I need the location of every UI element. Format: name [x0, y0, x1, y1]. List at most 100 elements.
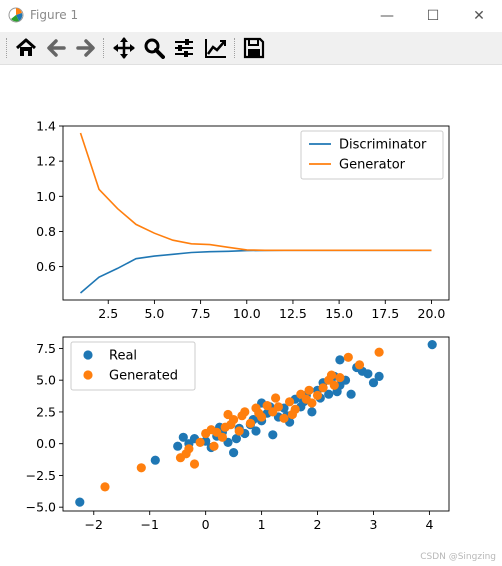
- x-tick-label: 0: [202, 517, 210, 532]
- y-tick-label: 1.0: [36, 189, 56, 204]
- zoom-button[interactable]: [142, 36, 166, 60]
- close-button[interactable]: ✕: [456, 0, 502, 32]
- close-icon: ✕: [473, 8, 485, 24]
- scatter-point: [287, 409, 297, 420]
- x-tick-label: 15.0: [325, 306, 353, 321]
- scatter-point: [273, 402, 283, 412]
- scatter-point: [262, 401, 272, 411]
- back-button[interactable]: [44, 36, 68, 60]
- x-tick-label: 2.5: [98, 306, 118, 321]
- scatter-point: [279, 413, 289, 423]
- y-tick-label: 7.5: [36, 341, 56, 356]
- y-tick-label: 0.6: [36, 259, 56, 274]
- x-tick-label: 10.0: [233, 306, 261, 321]
- scatter-point: [307, 398, 317, 408]
- x-tick-label: −1: [140, 517, 158, 532]
- scatter-point: [251, 426, 261, 436]
- legend-box: [70, 341, 196, 391]
- y-tick-label: 0.0: [36, 436, 56, 451]
- legend-label: Discriminator: [339, 138, 427, 153]
- scatter-point: [212, 427, 222, 437]
- y-tick-label: 1.2: [36, 154, 56, 169]
- y-tick-label: 1.4: [36, 119, 56, 134]
- scatter-point: [237, 411, 247, 421]
- scatter-point: [335, 355, 345, 365]
- legend: Real Generated: [70, 341, 196, 391]
- x-tick-label: 3: [370, 517, 378, 532]
- x-tick-label: 4: [425, 517, 433, 532]
- y-tick-label: −2.5: [26, 468, 56, 483]
- scatter-point: [245, 418, 255, 428]
- scatter-point: [368, 378, 379, 388]
- legend-marker-swatch: [83, 350, 93, 360]
- scatter-point: [354, 360, 365, 370]
- y-tick-label: 2.5: [36, 404, 56, 419]
- scatter-point: [346, 389, 356, 399]
- scatter-point: [343, 352, 353, 362]
- scatter-point: [329, 380, 339, 390]
- scatter-point: [318, 383, 328, 393]
- scatter-point: [173, 441, 183, 451]
- maximize-button[interactable]: ☐: [410, 0, 456, 32]
- x-tick-label: 5.0: [144, 306, 164, 321]
- scatter-point: [226, 420, 236, 430]
- x-tick-label: 12.5: [279, 306, 307, 321]
- save-button[interactable]: [242, 36, 266, 60]
- back-icon: [47, 39, 66, 57]
- scatter-point: [304, 385, 314, 395]
- scatter-point: [268, 430, 278, 440]
- y-tick-label: 5.0: [36, 373, 56, 388]
- matplotlib-app-icon: [8, 7, 24, 23]
- scatter-point: [231, 434, 241, 444]
- window-titlebar: Figure 1 — ☐ ✕: [0, 0, 502, 32]
- scatter-axes: −2 −1 0 1 2 3 4 −5.0 −2.5 0.0 2.5 5.0 7.5 Real Generat…: [26, 336, 450, 532]
- scatter-point: [324, 389, 334, 399]
- toolbar-separator: [234, 38, 236, 58]
- forward-button[interactable]: [74, 36, 98, 60]
- legend-label: Generated: [109, 369, 178, 384]
- scatter-point: [374, 371, 384, 381]
- edit-axis-icon: [205, 39, 226, 58]
- minimize-button[interactable]: —: [364, 0, 410, 32]
- x-tick-label: 1: [258, 517, 266, 532]
- scatter-point: [271, 393, 281, 403]
- scatter-point: [136, 463, 146, 473]
- scatter-point: [234, 426, 244, 436]
- legend: Discriminator Generator: [300, 130, 444, 180]
- pan-button[interactable]: [112, 36, 136, 60]
- zoom-icon: [144, 38, 165, 59]
- series-line-1: [79, 132, 432, 252]
- edit-axis-button[interactable]: [204, 36, 228, 60]
- y-tick-label: 0.8: [36, 224, 56, 239]
- watermark: CSDN @Singzing: [420, 552, 496, 562]
- scatter-point: [178, 432, 188, 442]
- configure-subplots-icon: [175, 39, 193, 57]
- legend-marker-swatch: [83, 370, 93, 380]
- figure-canvas[interactable]: 2.5 5.0 7.5 10.0 12.5 15.0 17.5 20.00.60.81.01.…: [0, 65, 502, 566]
- legend-box: [300, 130, 444, 180]
- home-button[interactable]: [14, 36, 38, 60]
- scatter-point: [229, 448, 239, 458]
- toolbar-separator: [103, 38, 105, 58]
- scatter-point: [189, 459, 200, 469]
- legend-label: Real: [109, 349, 137, 364]
- legend-label: Generator: [339, 158, 406, 173]
- x-tick-label: 7.5: [191, 306, 211, 321]
- x-tick-label: 17.5: [371, 306, 399, 321]
- loss-axes: 2.5 5.0 7.5 10.0 12.5 15.0 17.5 20.0 0.6 0.8 1.0 1.…: [36, 119, 450, 321]
- maximize-icon: ☐: [426, 8, 440, 24]
- scatter-point: [75, 497, 85, 507]
- x-tick-label: 20.0: [418, 306, 446, 321]
- configure-subplots-button[interactable]: [172, 36, 196, 60]
- save-icon: [243, 37, 265, 59]
- minimize-icon: —: [380, 8, 394, 24]
- pan-icon: [113, 37, 135, 59]
- y-tick-label: −5.0: [26, 500, 56, 515]
- scatter-point: [335, 373, 345, 383]
- navigation-toolbar: [0, 32, 502, 65]
- forward-icon: [76, 39, 95, 57]
- scatter-point: [209, 441, 219, 451]
- scatter-point: [312, 390, 323, 400]
- axes-frame: [62, 336, 450, 512]
- scatter-point: [100, 482, 110, 492]
